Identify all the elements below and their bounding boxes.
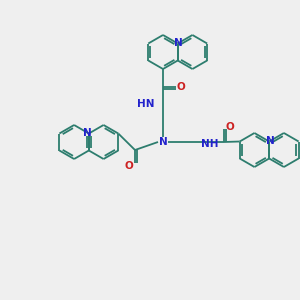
Text: O: O xyxy=(226,122,234,132)
Text: N: N xyxy=(159,137,167,147)
Text: HN: HN xyxy=(137,99,155,109)
Text: N: N xyxy=(174,38,183,49)
Text: O: O xyxy=(124,161,134,171)
Text: N: N xyxy=(83,128,92,139)
Text: N: N xyxy=(266,136,274,146)
Text: O: O xyxy=(177,82,185,92)
Text: NH: NH xyxy=(201,139,219,149)
